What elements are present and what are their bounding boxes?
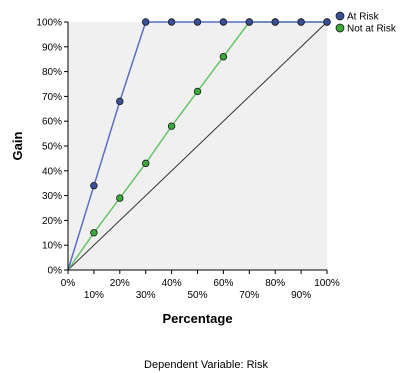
y-tick-label: 100% [36, 18, 62, 29]
x-tick-label: 40% [162, 278, 182, 289]
data-point-not-at-risk [116, 194, 124, 202]
y-tick-label: 20% [42, 216, 62, 227]
dependent-variable-note: Dependent Variable: Risk [144, 359, 268, 371]
x-tick-label: 20% [110, 278, 130, 289]
y-tick-label: 70% [42, 92, 62, 103]
legend-marker-not-at-risk [335, 23, 345, 33]
data-point-at-risk [271, 18, 279, 26]
x-tick-label: 0% [61, 278, 76, 289]
x-tick-label: 60% [213, 278, 233, 289]
y-tick-label: 0% [48, 266, 63, 277]
data-point-not-at-risk [141, 159, 150, 168]
data-point-not-at-risk [90, 229, 98, 237]
x-tick-label: 50% [187, 290, 207, 301]
data-point-not-at-risk [219, 53, 228, 61]
y-tick-label: 50% [42, 142, 62, 153]
x-tick-label: 80% [265, 278, 285, 289]
y-tick-label: 40% [42, 166, 62, 177]
data-point-at-risk [245, 18, 253, 26]
data-point-at-risk [141, 18, 150, 26]
data-point-not-at-risk [167, 122, 176, 130]
baseline-line [67, 21, 328, 271]
y-tick-label: 90% [42, 42, 62, 53]
y-tick-label: 30% [42, 191, 62, 202]
legend-label-not-at-risk: Not at Risk [347, 24, 397, 35]
y-tick-label: 10% [42, 241, 62, 252]
x-tick-label: 90% [291, 290, 311, 301]
y-tick-label: 60% [42, 117, 62, 128]
x-axis-title: Percentage [162, 311, 232, 326]
data-point-not-at-risk [193, 87, 202, 96]
data-point-at-risk [90, 181, 98, 190]
y-tick-label: 80% [42, 67, 62, 78]
y-axis-title: Gain [10, 131, 25, 160]
legend-label-at-risk: At Risk [347, 12, 380, 23]
data-point-at-risk [116, 97, 124, 106]
data-point-at-risk [297, 18, 305, 26]
legend-marker-at-risk [335, 11, 345, 21]
data-point-at-risk [323, 18, 331, 26]
x-tick-label: 70% [239, 290, 259, 301]
x-tick-label: 30% [136, 290, 156, 301]
data-point-at-risk [167, 18, 176, 26]
x-tick-label: 10% [84, 290, 104, 301]
data-point-at-risk [193, 18, 202, 26]
x-tick-label: 100% [314, 278, 340, 289]
legend: At Risk Not at Risk [335, 11, 397, 35]
data-point-at-risk [219, 18, 228, 26]
